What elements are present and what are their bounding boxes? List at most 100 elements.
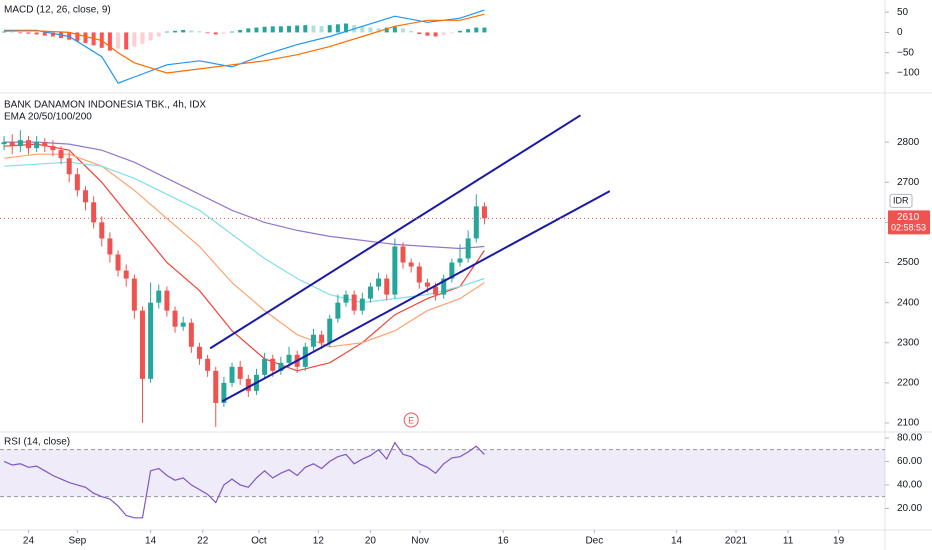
symbol-title: BANK DANAMON INDONESIA TBK., 4h, IDX	[4, 100, 206, 111]
y-tick-label: −50	[897, 47, 914, 58]
ema-line	[4, 153, 485, 348]
rsi-line	[3, 441, 485, 519]
macd-histogram-bar	[116, 32, 121, 49]
candle-body	[359, 298, 365, 311]
candle-body	[449, 262, 455, 279]
macd-title: MACD (12, 26, close, 9)	[4, 5, 111, 16]
macd-histogram-bar	[230, 31, 235, 33]
macd-histogram-bar	[287, 25, 292, 33]
candle-body	[376, 278, 382, 287]
macd-histogram-bar	[2, 31, 7, 33]
rsi-band	[0, 449, 885, 497]
macd-histogram-bar	[335, 24, 340, 33]
candle-body	[392, 246, 398, 295]
candle-body	[213, 370, 219, 403]
macd-histogram-bar	[148, 32, 153, 41]
x-tick-label: Dec	[585, 536, 603, 547]
macd-histogram-bar	[246, 28, 251, 33]
candle-body	[66, 158, 72, 175]
macd-histogram-bar	[42, 32, 47, 36]
candle-body	[441, 278, 447, 295]
candle-body	[196, 346, 202, 359]
x-tick-label: 16	[498, 536, 510, 547]
candle-body	[17, 140, 23, 147]
macd-histogram-bar	[433, 32, 438, 37]
candle-body	[310, 334, 316, 347]
candle-body	[408, 262, 414, 267]
candle-body	[156, 290, 162, 303]
y-tick-label: 2300	[897, 337, 920, 348]
macd-histogram-bar	[482, 27, 487, 33]
candle-body	[1, 142, 7, 145]
candle-body	[221, 382, 227, 403]
candle-body	[188, 322, 194, 347]
x-tick-label: 12	[313, 536, 325, 547]
macd-histogram-bar	[360, 26, 365, 33]
macd-histogram-bar	[213, 32, 218, 35]
candle-body	[270, 358, 276, 371]
candle-body	[400, 246, 406, 263]
ema-line	[4, 143, 485, 372]
macd-histogram-bar	[164, 31, 169, 33]
y-tick-label: 80.00	[897, 433, 922, 444]
candle-body	[172, 310, 178, 327]
candle-body	[148, 302, 154, 379]
x-tick-label: 14	[145, 536, 157, 547]
x-tick-label: 24	[23, 536, 35, 547]
macd-histogram-bar	[401, 28, 406, 33]
macd-histogram-bar	[34, 32, 39, 35]
candle-body	[278, 362, 284, 371]
candle-body	[473, 206, 479, 239]
macd-histogram-bar	[26, 32, 31, 34]
macd-histogram-bar	[140, 32, 145, 44]
x-tick-label: 2021	[725, 536, 748, 547]
candle-body	[262, 358, 268, 375]
macd-histogram-bar	[384, 27, 389, 33]
macd-histogram-bar	[132, 32, 137, 47]
y-tick-label: 2400	[897, 297, 920, 308]
macd-histogram-bar	[344, 23, 349, 33]
candle-body	[74, 174, 80, 191]
y-tick-label: 2800	[897, 137, 920, 148]
candle-body	[82, 190, 88, 203]
candle-body	[180, 322, 186, 327]
macd-histogram-bar	[50, 32, 55, 37]
candle-body	[164, 290, 170, 311]
macd-histogram-bar	[181, 29, 186, 33]
y-tick-label: 20.00	[897, 503, 922, 514]
candle-body	[384, 278, 390, 295]
macd-histogram-bar	[124, 32, 129, 50]
candle-body	[205, 358, 211, 371]
x-tick-label: 14	[671, 536, 683, 547]
macd-histogram-bar	[205, 32, 210, 34]
macd-histogram-bar	[449, 32, 454, 34]
macd-histogram-bar	[425, 32, 430, 36]
macd-histogram-bar	[295, 25, 300, 33]
candle-body	[237, 366, 243, 379]
macd-histogram-bar	[458, 30, 463, 33]
candle-body	[343, 294, 349, 303]
event-marker	[403, 412, 419, 428]
candle-body	[335, 302, 341, 319]
candle-body	[229, 366, 235, 383]
candle-body	[286, 354, 292, 363]
x-tick-label: 22	[197, 536, 209, 547]
candle-body	[107, 238, 113, 255]
candle-body	[25, 140, 31, 149]
candle-body	[123, 270, 129, 279]
candle-body	[115, 254, 121, 271]
macd-histogram-bar	[311, 25, 316, 33]
macd-histogram-bar	[441, 32, 446, 35]
macd-histogram-bar	[197, 31, 202, 33]
ema-line	[4, 161, 485, 304]
y-tick-label: −100	[897, 68, 920, 79]
x-tick-label: 20	[365, 536, 377, 547]
countdown-label: 02:58:53	[891, 223, 926, 233]
macd-histogram-bar	[270, 26, 275, 33]
macd-histogram-bar	[83, 32, 88, 43]
chart-layer: 500−50−100210022002300240025002600270028…	[0, 7, 930, 547]
y-tick-label: 2100	[897, 418, 920, 429]
